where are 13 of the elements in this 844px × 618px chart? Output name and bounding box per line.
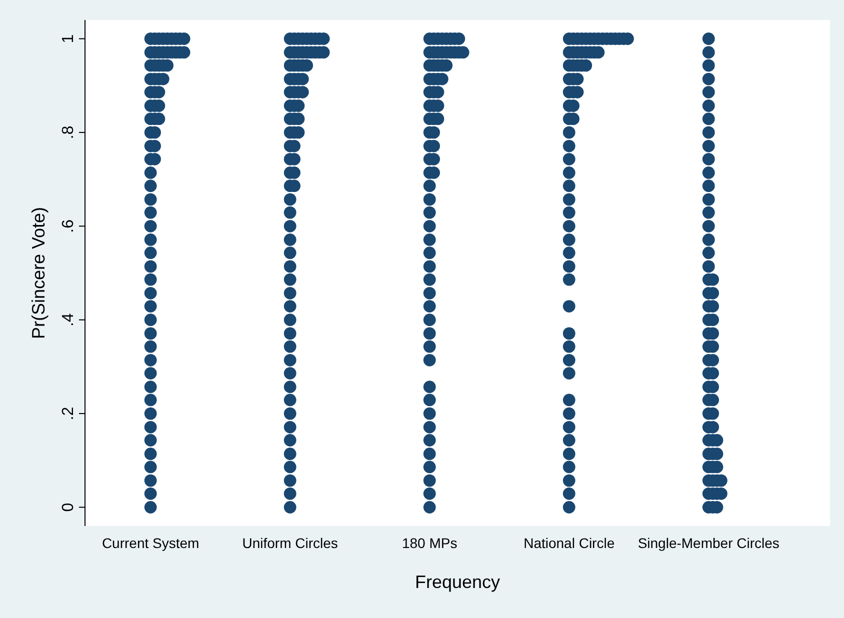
y-tick-label: .6 [60,219,77,233]
y-tick-label: .2 [60,406,77,420]
y-tick-label: 0 [60,502,77,512]
y-tick-label: 1 [60,34,77,44]
x-tick-label: Current System [102,535,200,551]
y-axis-title: Pr(Sincere Vote) [28,206,48,340]
x-tick-label: Single-Member Circles [638,535,780,551]
x-tick-label: Uniform Circles [242,535,338,551]
x-tick-label: National Circle [524,535,615,551]
y-tick-label: .8 [60,126,77,140]
x-tick-label: 180 MPs [402,535,458,551]
y-tick-label: .4 [60,313,77,327]
x-axis-title: Frequency [414,572,500,592]
